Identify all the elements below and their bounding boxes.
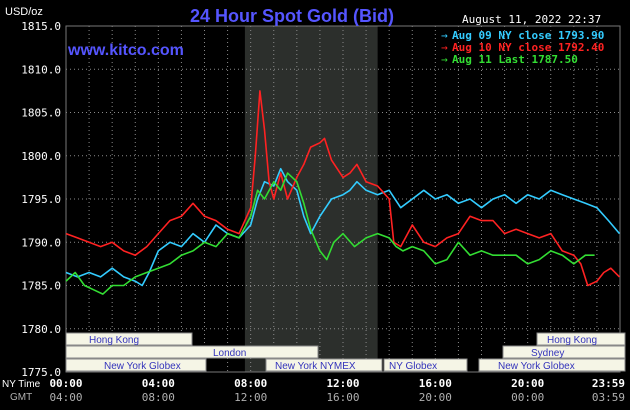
y-tick-label: 1790.0: [21, 236, 61, 249]
series-line-aug09: [65, 167, 621, 287]
y-tick-layer: 1775.0 1780.0 1785.0 1790.0 1795.0 1800.0 1805…: [21, 20, 61, 379]
market-box-ny-globex-1: [65, 358, 207, 372]
market-box-ny-globex: [383, 358, 468, 372]
x-tick-label-ny: 16:00: [419, 377, 452, 390]
x-tick-label-ny: 08:00: [234, 377, 267, 390]
y-tick-label: 1800.0: [21, 150, 61, 163]
series-layer: [65, 90, 621, 295]
market-box-ny-nymex: [265, 358, 383, 372]
y-unit-label: USD/oz: [5, 6, 43, 18]
market-london: London: [213, 348, 246, 359]
y-tick-label: 1795.0: [21, 193, 61, 206]
legend-arrow-aug11: →: [441, 53, 448, 66]
x-tick-label-ny: 00:00: [49, 377, 82, 390]
market-sydney: Sydney: [531, 348, 564, 359]
legend-arrow-aug10: →: [441, 41, 448, 54]
market-ny-globex-1: New York Globex: [104, 361, 181, 372]
y-tick-label: 1805.0: [21, 107, 61, 120]
market-box-hong-kong-1: [65, 332, 193, 346]
x-tick-label-gmt: 04:00: [49, 391, 82, 404]
y-tick-label: 1815.0: [21, 20, 61, 33]
x-tick-label-ny: 20:00: [511, 377, 544, 390]
market-hong-kong-1: Hong Kong: [89, 335, 139, 346]
market-hours: Hong Kong London New York Globex New Yor…: [65, 332, 626, 372]
gmt-label: GMT: [10, 392, 32, 403]
market-box-london: [65, 345, 319, 359]
x-tick-layer: 00:00 04:00 08:00 12:00 16:00 20:00 23:5904:00…: [49, 377, 625, 404]
session-band: [244, 26, 378, 372]
x-tick-label-gmt: 12:00: [234, 391, 267, 404]
y-tick-label: 1785.0: [21, 280, 61, 293]
market-ny-nymex: New York NYMEX: [275, 361, 356, 372]
series-line-aug10: [65, 90, 621, 287]
session-band-layer: [244, 26, 378, 372]
market-box-sydney: [502, 345, 626, 359]
market-hong-kong-2: Hong Kong: [547, 335, 597, 346]
timestamp: August 11, 2022 22:37: [462, 13, 601, 26]
plot-frame: [65, 25, 621, 373]
legend-aug11: Aug 11 Last 1787.50: [452, 53, 578, 66]
x-tick-label-gmt: 16:00: [326, 391, 359, 404]
legend-arrow-aug09: →: [441, 29, 448, 42]
x-tick-label-ny: 23:59: [592, 377, 625, 390]
market-box-hong-kong-2: [536, 332, 626, 346]
x-tick-label-gmt: 20:00: [419, 391, 452, 404]
ny-time-label: NY Time: [2, 379, 41, 390]
legend-aug09: Aug 09 NY close 1793.90: [452, 29, 604, 42]
y-tick-label: 1780.0: [21, 323, 61, 336]
x-tick-label-gmt: 03:59: [592, 391, 625, 404]
market-box-ny-globex-2: [478, 358, 626, 372]
x-tick-label-ny: 04:00: [142, 377, 175, 390]
x-tick-label-gmt: 00:00: [511, 391, 544, 404]
market-ny-globex-2: New York Globex: [498, 361, 575, 372]
chart-title: 24 Hour Spot Gold (Bid): [190, 6, 394, 26]
y-tick-label: 1810.0: [21, 63, 61, 76]
kitco-watermark: www.kitco.com: [67, 42, 184, 59]
legend: → Aug 09 NY close 1793.90 → Aug 10 NY cl…: [441, 29, 604, 66]
x-tick-label-ny: 12:00: [326, 377, 359, 390]
market-ny-globex: NY Globex: [389, 361, 437, 372]
legend-aug10: Aug 10 NY close 1792.40: [452, 41, 604, 54]
series-line-aug11: [65, 172, 595, 295]
x-tick-label-gmt: 08:00: [142, 391, 175, 404]
y-tick-label: 1775.0: [21, 366, 61, 379]
